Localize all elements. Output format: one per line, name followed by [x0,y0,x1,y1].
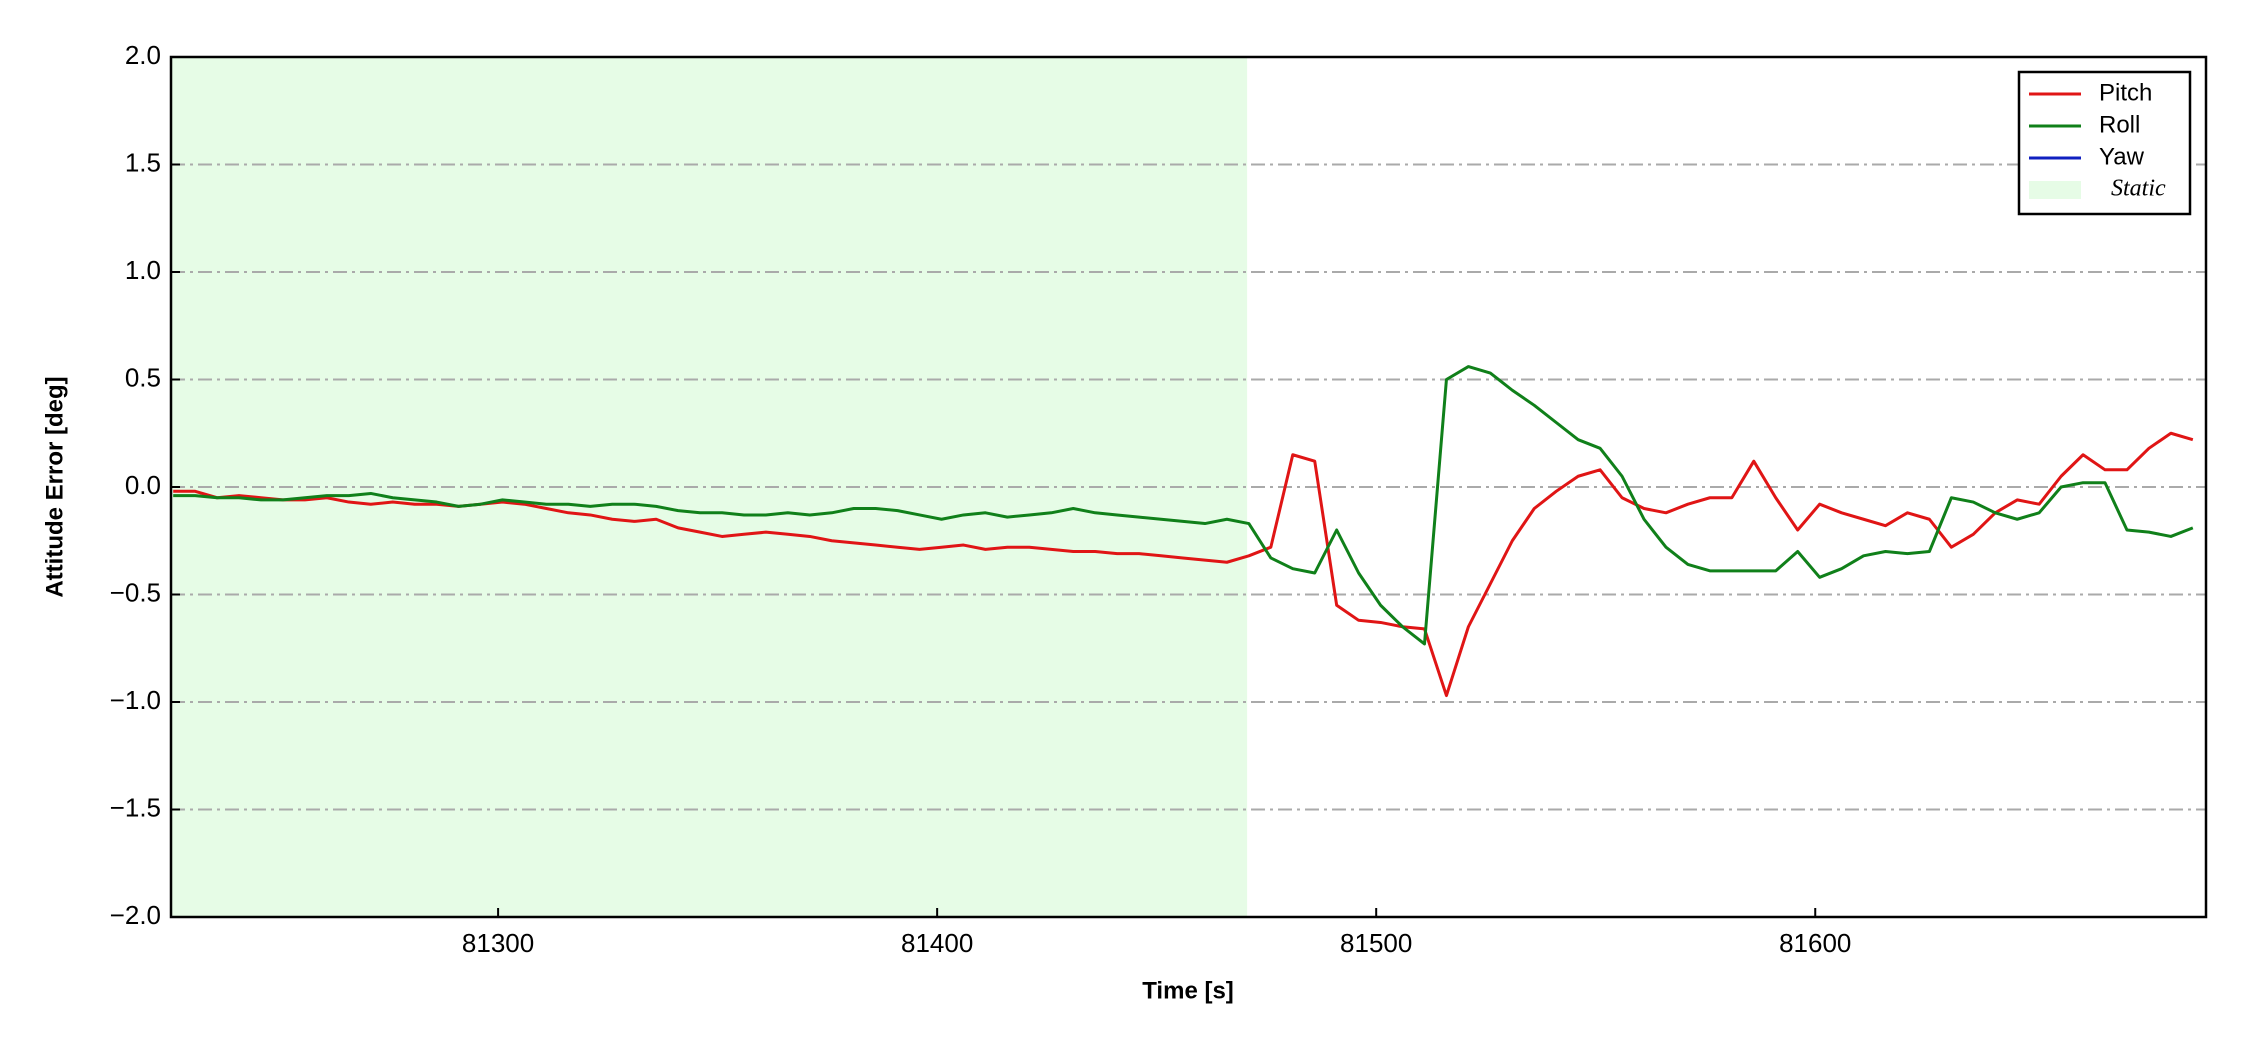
legend-label: Roll [2099,111,2140,138]
static-region [171,57,1248,917]
y-tick-label: 2.0 [125,40,161,70]
y-tick-label: 0.0 [125,470,161,500]
legend-label: Static [2111,176,2166,202]
x-axis-label: Time [s] [1142,977,1234,1004]
y-tick-label: −1.5 [110,792,161,822]
plot-frame [169,55,2208,919]
y-tick-label: 0.5 [125,362,161,392]
y-tick-label: −1.0 [110,685,161,715]
x-tick-label: 81500 [1340,928,1412,958]
series-line [173,431,2194,698]
series-line [173,365,2194,646]
legend-label: Pitch [2099,79,2152,106]
y-tick-label: −2.0 [110,900,161,930]
y-tick-label: 1.0 [125,255,161,285]
y-axis-label: Attitude Error [deg] [41,376,68,597]
x-tick-label: 81300 [462,928,534,958]
y-tick-label: 1.5 [125,147,161,177]
legend-swatch [2029,181,2081,199]
x-tick-label: 81600 [1779,928,1851,958]
y-tick-label: −0.5 [110,577,161,607]
x-tick-label: 81400 [901,928,973,958]
legend-label: Yaw [2099,143,2145,170]
